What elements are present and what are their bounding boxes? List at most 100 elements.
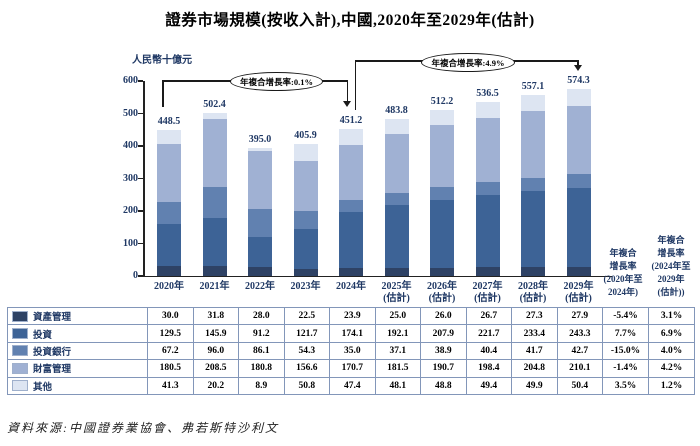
cagr-bracket-2024-2029-right bbox=[577, 60, 579, 66]
cagr-cell: 3.1% bbox=[649, 308, 695, 326]
value-cell: 198.4 bbox=[466, 360, 512, 378]
value-cell: 50.4 bbox=[557, 377, 603, 395]
value-cell: 28.0 bbox=[239, 308, 285, 326]
bar-segment-資產管理 bbox=[430, 267, 454, 276]
value-cell: 49.9 bbox=[512, 377, 558, 395]
bar-segment-投資銀行 bbox=[202, 187, 227, 219]
cagr-bracket-2024-2029-left bbox=[354, 60, 356, 110]
bar-segment-財富管理 bbox=[384, 134, 409, 194]
y-axis-tick-mark bbox=[138, 242, 143, 245]
value-cell: 170.7 bbox=[330, 360, 376, 378]
bar-segment-財富管理 bbox=[248, 150, 272, 210]
value-cell: 48.8 bbox=[421, 377, 467, 395]
legend-label-投資銀行: 投資銀行 bbox=[8, 342, 148, 361]
value-cell: 20.2 bbox=[193, 377, 239, 395]
value-cell: 181.5 bbox=[375, 360, 421, 378]
series-name: 其他 bbox=[33, 382, 53, 393]
value-cell: 210.1 bbox=[557, 360, 603, 378]
value-cell: 91.2 bbox=[239, 325, 285, 343]
y-axis-line bbox=[143, 81, 145, 277]
y-axis-tick-label: 200 bbox=[123, 205, 138, 216]
cagr-cell: -1.4% bbox=[603, 360, 649, 378]
bar-segment-投資 bbox=[566, 187, 591, 267]
bar-segment-其他 bbox=[566, 89, 591, 106]
value-cell: 26.7 bbox=[466, 308, 512, 326]
cagr-cell: 6.9% bbox=[649, 325, 695, 343]
value-cell: 31.8 bbox=[193, 308, 239, 326]
bar-segment-其他 bbox=[248, 147, 272, 151]
bar-segment-投資 bbox=[521, 191, 545, 268]
bar-segment-投資 bbox=[430, 199, 454, 268]
value-cell: 174.1 bbox=[330, 325, 376, 343]
bar-segment-其他 bbox=[157, 130, 181, 144]
series-data-table: 資產管理 30.0 31.8 28.0 22.5 23.9 25.0 26.0 26.7 27.3… bbox=[7, 307, 695, 395]
bar-segment-財富管理 bbox=[293, 160, 318, 212]
bar-segment-投資 bbox=[202, 218, 227, 266]
series-name: 投資 bbox=[33, 330, 53, 341]
cagr-arrow-2029-icon bbox=[574, 65, 582, 71]
series-name: 資產管理 bbox=[33, 313, 72, 324]
bar-segment-財富管理 bbox=[521, 111, 545, 178]
value-cell: 208.5 bbox=[193, 360, 239, 378]
bar-segment-投資 bbox=[339, 211, 363, 269]
cagr-cell: 3.5% bbox=[603, 377, 649, 395]
value-cell: 41.7 bbox=[512, 342, 558, 361]
x-axis-label: 2024年 bbox=[336, 281, 366, 292]
bar-segment-財富管理 bbox=[157, 143, 181, 203]
bar-segment-其他 bbox=[293, 144, 318, 161]
x-axis-label: 2021年 bbox=[199, 281, 230, 292]
value-cell: 22.5 bbox=[284, 308, 330, 326]
cagr-bracket-2020-2024-right bbox=[346, 80, 348, 101]
bar-segment-投資 bbox=[248, 237, 272, 267]
bar-segment-投資 bbox=[384, 205, 409, 268]
value-cell: 48.1 bbox=[375, 377, 421, 395]
value-cell: 47.4 bbox=[330, 377, 376, 395]
cagr-arrow-2024-icon bbox=[343, 101, 351, 107]
value-cell: 35.0 bbox=[330, 342, 376, 361]
value-cell: 233.4 bbox=[512, 325, 558, 343]
value-cell: 180.5 bbox=[148, 360, 194, 378]
y-axis-tick-label: 400 bbox=[123, 140, 138, 151]
chart-title: 證券市場規模(按收入計),中國,2020年至2029年(估計) bbox=[165, 12, 535, 29]
value-cell: 37.1 bbox=[375, 342, 421, 361]
value-cell: 42.7 bbox=[557, 342, 603, 361]
bar-segment-投資銀行 bbox=[475, 182, 500, 196]
bar-segment-投資 bbox=[475, 195, 500, 268]
bar-segment-其他 bbox=[521, 94, 545, 112]
y-axis-tick-mark bbox=[138, 275, 143, 277]
bar-segment-財富管理 bbox=[339, 144, 363, 201]
legend-label-其他: 其他 bbox=[8, 377, 148, 395]
legend-label-財富管理: 財富管理 bbox=[8, 360, 148, 378]
bar-segment-資產管理 bbox=[293, 268, 318, 276]
x-axis-label: 2023年 bbox=[290, 281, 321, 292]
bar-segment-資產管理 bbox=[475, 267, 500, 276]
bar-segment-財富管理 bbox=[566, 105, 591, 174]
bar-segment-資產管理 bbox=[339, 268, 363, 276]
y-axis-tick-label: 600 bbox=[123, 75, 138, 86]
value-cell: 50.8 bbox=[284, 377, 330, 395]
source-note: 資料來源:中國證券業協會、弗若斯特沙利文 bbox=[7, 421, 279, 435]
bar-segment-財富管理 bbox=[430, 125, 454, 188]
cagr-cell: 1.2% bbox=[649, 377, 695, 395]
bar-segment-投資銀行 bbox=[566, 173, 591, 188]
bar-segment-投資銀行 bbox=[293, 211, 318, 230]
bar-segment-其他 bbox=[430, 109, 454, 126]
y-axis-unit-label: 人民幣十億元 bbox=[132, 55, 192, 66]
value-cell: 54.3 bbox=[284, 342, 330, 361]
x-axis-label: 2022年 bbox=[245, 281, 275, 292]
bar-segment-其他 bbox=[384, 118, 409, 135]
bar-segment-投資銀行 bbox=[430, 187, 454, 200]
y-axis-tick-label: 100 bbox=[123, 237, 138, 249]
bar-total-label: 574.3 bbox=[567, 75, 590, 87]
value-cell: 96.0 bbox=[193, 342, 239, 361]
y-axis-tick-mark bbox=[138, 210, 143, 212]
cagr-column-header-2020-2024: 年複合 增長率 (2020年至 2024年) bbox=[603, 248, 643, 297]
bar-segment-其他 bbox=[202, 112, 227, 120]
bar-segment-投資銀行 bbox=[384, 193, 409, 206]
bar-segment-投資 bbox=[293, 229, 318, 269]
value-cell: 40.4 bbox=[466, 342, 512, 361]
cagr-cell: -15.0% bbox=[603, 342, 649, 361]
y-axis-tick-mark bbox=[138, 177, 143, 180]
y-axis-tick-mark bbox=[138, 145, 143, 147]
value-cell: 221.7 bbox=[466, 325, 512, 343]
